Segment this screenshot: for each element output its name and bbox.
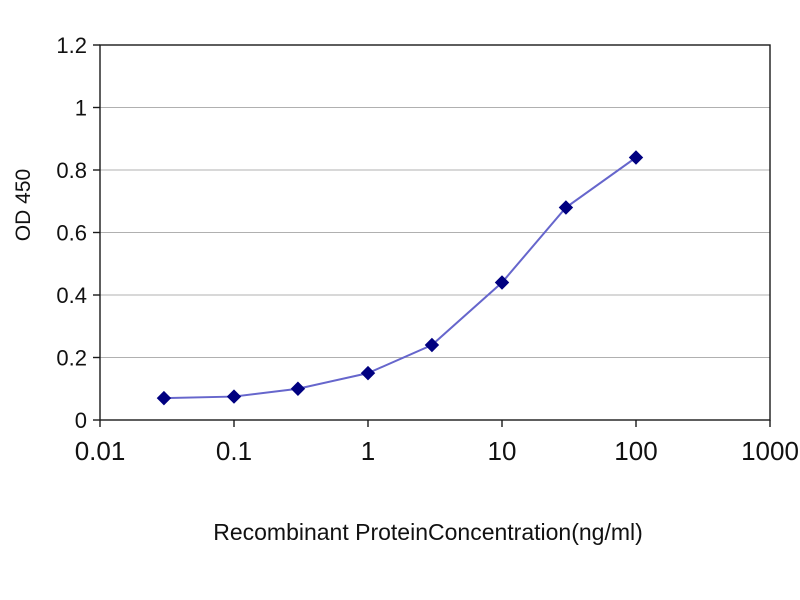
y-tick-label: 0.4 [56,283,87,308]
x-tick-label: 0.01 [75,436,126,466]
tick-labels: 0 0.2 0.4 0.6 0.8 1 1.2 0.01 0.1 1 10 100 1000 [56,33,799,466]
y-tick-label: 0.6 [56,221,87,246]
y-tick-label: 0.2 [56,346,87,371]
x-tick-label: 1 [361,436,375,466]
y-tick-label: 1 [75,96,87,121]
data-point [494,275,510,290]
x-tick-label: 100 [614,436,657,466]
y-tick-label: 0 [75,408,87,433]
y-tick-label: 0.8 [56,158,87,183]
gridlines [100,44,770,358]
x-tick-label: 0.1 [216,436,252,466]
series-line [163,156,637,400]
x-tick-label: 1000 [741,436,799,466]
data-point [360,365,376,381]
x-axis-title: Recombinant ProteinConcentration(ng/ml) [213,519,643,545]
y-tick-label: 1.2 [56,33,87,58]
data-point [290,381,306,396]
x-tick-label: 10 [488,436,517,466]
y-axis-title: OD 450 [12,169,35,241]
data-series [156,150,644,406]
data-point [628,150,644,165]
data-point [156,390,172,406]
data-point [424,337,440,353]
data-point [558,200,574,215]
axis-ticks [93,44,771,427]
data-point [226,389,242,404]
